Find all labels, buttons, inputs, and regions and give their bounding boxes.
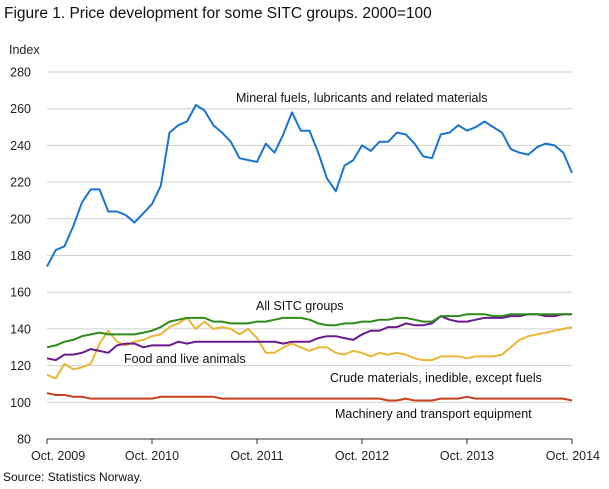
series-lines bbox=[46, 104, 573, 402]
chart-title: Figure 1. Price development for some SIT… bbox=[4, 5, 432, 22]
series-labels: Mineral fuels, lubricants and related ma… bbox=[124, 91, 542, 421]
y-tick-label: 140 bbox=[10, 322, 31, 336]
y-tick-label: 220 bbox=[10, 176, 31, 190]
series-label-5: Machinery and transport equipment bbox=[335, 407, 532, 421]
y-tick-label: 200 bbox=[10, 212, 31, 226]
x-tick-label: Oct. 2014 bbox=[546, 449, 600, 463]
gridlines bbox=[47, 71, 572, 403]
y-tick-labels: 80 100 120 140 160 180 200 220 240 260 280 bbox=[10, 66, 31, 447]
series-line-2 bbox=[46, 313, 572, 349]
series-line-5 bbox=[46, 392, 573, 402]
x-tick-label: Oct. 2010 bbox=[125, 449, 179, 463]
series-label-1: Mineral fuels, lubricants and related ma… bbox=[236, 91, 488, 105]
series-line-1 bbox=[46, 104, 573, 267]
y-axis-title: Index bbox=[9, 43, 40, 57]
series-label-3: Food and live animals bbox=[124, 352, 246, 366]
y-tick-label: 100 bbox=[10, 396, 31, 410]
x-tick-label: Oct. 2012 bbox=[335, 449, 389, 463]
y-tick-label: 180 bbox=[10, 249, 31, 263]
y-tick-label: 80 bbox=[17, 433, 31, 447]
y-tick-label: 260 bbox=[10, 102, 31, 116]
y-tick-label: 240 bbox=[10, 139, 31, 153]
y-tick-label: 280 bbox=[10, 66, 31, 80]
x-tick-label: Oct. 2009 bbox=[31, 449, 85, 463]
x-tick-labels: Oct. 2009 Oct. 2010 Oct. 2011 Oct. 2012 Oct.… bbox=[31, 449, 600, 463]
series-line-3 bbox=[46, 313, 572, 362]
y-tick-label: 120 bbox=[10, 359, 31, 373]
series-label-4: Crude materials, inedible, except fuels bbox=[330, 371, 542, 385]
source-note: Source: Statistics Norway. bbox=[3, 470, 143, 484]
axes bbox=[46, 438, 573, 444]
series-line-4 bbox=[46, 316, 573, 380]
x-tick-label: Oct. 2013 bbox=[440, 449, 494, 463]
x-tick-label: Oct. 2011 bbox=[230, 449, 283, 463]
y-tick-label: 160 bbox=[10, 286, 31, 300]
series-label-2: All SITC groups bbox=[256, 299, 344, 313]
